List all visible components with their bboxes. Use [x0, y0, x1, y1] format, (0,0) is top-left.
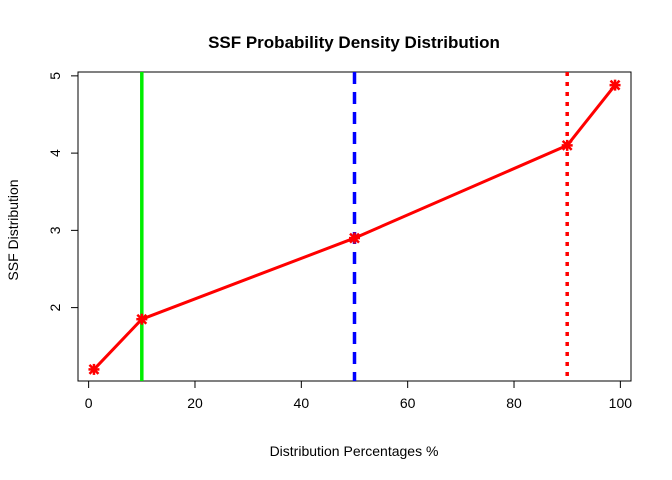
series-group — [88, 79, 621, 375]
y-tick-label: 3 — [47, 226, 63, 234]
x-axis: 0 20 40 60 80 100 — [85, 380, 633, 411]
chart-title: SSF Probability Density Distribution — [208, 33, 500, 52]
y-tick-label: 5 — [47, 72, 63, 80]
x-tick-label: 0 — [85, 395, 93, 411]
y-tick-label: 4 — [47, 149, 63, 157]
data-point — [88, 363, 100, 375]
y-tick-label: 2 — [47, 304, 63, 312]
y-axis-label: SSF Distribution — [5, 179, 21, 280]
x-axis-label: Distribution Percentages % — [270, 443, 439, 459]
x-tick-label: 80 — [506, 395, 522, 411]
series-line — [92, 84, 617, 371]
x-tick-label: 60 — [400, 395, 416, 411]
x-tick-label: 20 — [187, 395, 203, 411]
data-point — [349, 232, 360, 244]
y-axis: 2 3 4 5 — [47, 72, 79, 312]
x-tick-label: 40 — [294, 395, 310, 411]
data-point — [609, 79, 621, 91]
reference-lines — [140, 72, 569, 381]
x-tick-label: 100 — [609, 395, 633, 411]
data-point — [136, 313, 148, 325]
data-point — [561, 139, 573, 151]
